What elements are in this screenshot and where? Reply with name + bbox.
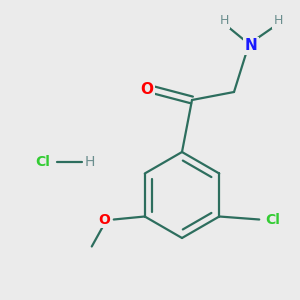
Text: O: O <box>98 212 110 226</box>
Text: H: H <box>219 14 229 28</box>
Text: H: H <box>85 155 95 169</box>
Text: H: H <box>273 14 283 28</box>
Text: Cl: Cl <box>36 155 50 169</box>
Text: Cl: Cl <box>265 212 280 226</box>
Text: O: O <box>140 82 154 98</box>
Text: N: N <box>244 38 257 53</box>
